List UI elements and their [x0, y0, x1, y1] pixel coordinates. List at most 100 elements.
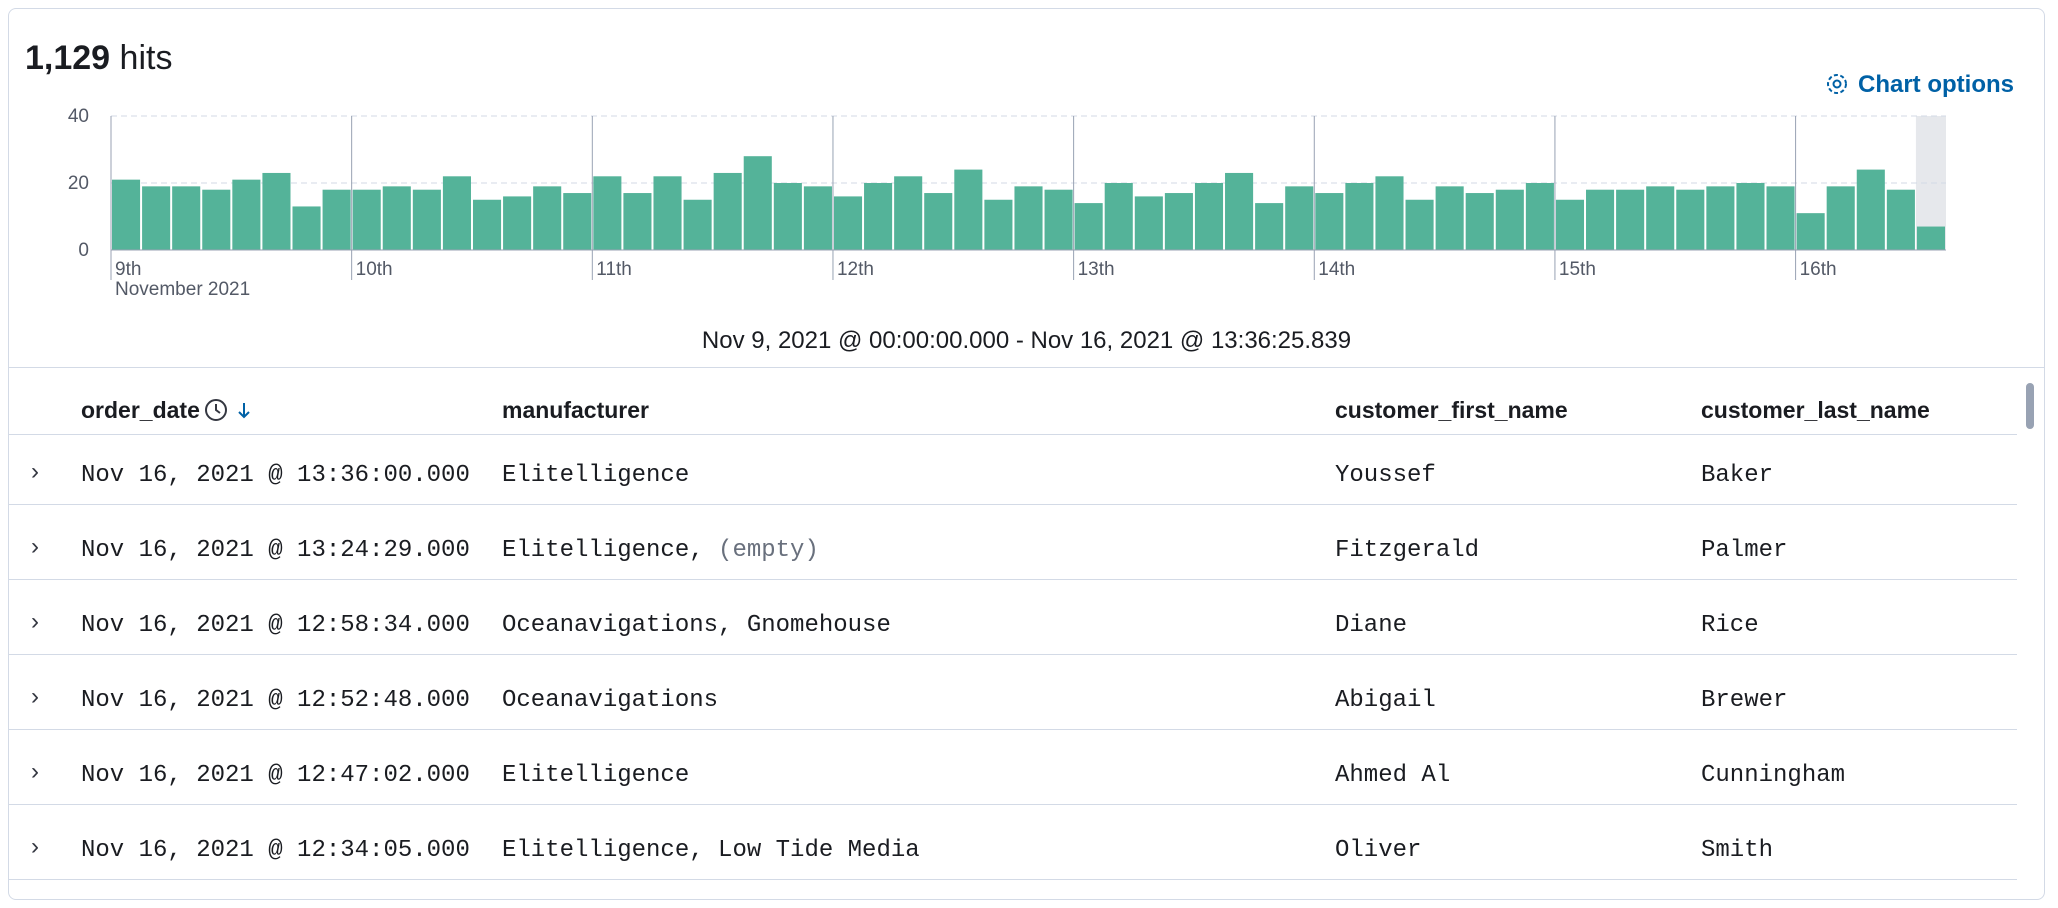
row-divider [9, 504, 2017, 505]
cell: Palmer [1701, 537, 1788, 564]
bar [713, 172, 742, 250]
bar [503, 196, 532, 250]
cell: Oliver [1335, 837, 1422, 864]
cell: Baker [1701, 462, 1774, 489]
cell: Nov 16, 2021 @ 13:24:29.000 [81, 537, 470, 564]
bar [262, 172, 291, 250]
column-header[interactable]: customer_last_name [1701, 397, 1930, 423]
bar [623, 193, 652, 250]
column-header[interactable]: manufacturer [502, 397, 649, 423]
x-tick-label: 15th [1559, 259, 1596, 280]
bar [563, 193, 592, 250]
expand-toggle[interactable]: › [31, 608, 39, 635]
x-tick-label: 13th [1078, 259, 1115, 280]
bar [954, 169, 983, 250]
expand-toggle[interactable]: › [31, 683, 39, 710]
bar [1916, 226, 1945, 250]
bar [803, 186, 832, 250]
chart-options-label[interactable]: Chart options [1858, 71, 2014, 98]
cell: Elitelligence [502, 462, 690, 489]
bar [894, 176, 923, 250]
bar [1555, 199, 1585, 250]
cell: Elitelligence [502, 762, 690, 789]
header-divider [9, 434, 2017, 435]
x-tick-label: 12th [837, 259, 874, 280]
cell: Elitelligence, Low Tide Media [502, 837, 920, 864]
sort-icons[interactable] [204, 397, 252, 423]
bar [924, 193, 953, 250]
x-tick-label: 16th [1800, 259, 1837, 280]
bar [112, 179, 141, 250]
expand-toggle[interactable]: › [31, 458, 39, 485]
cell: Fitzgerald [1335, 537, 1480, 564]
x-sublabel: November 2021 [115, 279, 250, 300]
cell: Oceanavigations [502, 687, 719, 714]
bar [1525, 183, 1554, 250]
bar [1435, 186, 1464, 250]
bar [1255, 203, 1284, 250]
row-divider [9, 804, 2017, 805]
scrollbar[interactable] [2026, 383, 2034, 429]
time-range: Nov 9, 2021 @ 00:00:00.000 - Nov 16, 202… [701, 327, 1352, 354]
expand-toggle[interactable]: › [31, 533, 39, 560]
cell: Abigail [1335, 687, 1436, 714]
cell: Smith [1701, 837, 1774, 864]
expand-toggle[interactable]: › [31, 758, 39, 785]
bar [202, 189, 231, 250]
cell: Nov 16, 2021 @ 12:34:05.000 [81, 837, 470, 864]
bar [1766, 186, 1795, 250]
bar [984, 199, 1013, 250]
y-tick-label: 40 [68, 106, 89, 127]
discover-panel: 1,129 hits Chart options 0 20 40 9th 10th 11t… [8, 8, 2045, 900]
bar [442, 176, 471, 250]
cell: Youssef [1335, 462, 1436, 489]
bar [533, 186, 562, 250]
bar [322, 189, 351, 250]
row-divider [9, 654, 2017, 655]
y-tick-label: 20 [68, 173, 89, 194]
y-tick-label: 0 [78, 240, 89, 261]
column-header[interactable]: customer_first_name [1335, 397, 1568, 423]
bar [1104, 183, 1133, 250]
bar [1796, 213, 1825, 250]
bar [1706, 186, 1735, 250]
cell: Rice [1701, 612, 1759, 639]
bar [1676, 189, 1705, 250]
bar [1586, 189, 1615, 250]
bar [683, 199, 712, 250]
bar [1345, 183, 1374, 250]
bar [1164, 193, 1193, 250]
bar [653, 176, 682, 250]
x-tick-label: 9th [115, 259, 141, 280]
bar [1285, 186, 1314, 250]
empty-value: (empty) [718, 537, 819, 564]
bar [1375, 176, 1404, 250]
bar [1074, 203, 1103, 250]
bar [1465, 193, 1494, 250]
bar [593, 176, 622, 250]
gear-icon [1827, 74, 1847, 94]
bar [1495, 189, 1524, 250]
cell: Oceanavigations, Gnomehouse [502, 612, 891, 639]
bar [412, 189, 441, 250]
bar [292, 206, 321, 250]
bar [1616, 189, 1645, 250]
bar [142, 186, 171, 250]
bar [1736, 183, 1765, 250]
column-header[interactable]: order_date [81, 397, 252, 424]
chart-options-button[interactable]: Chart options [1797, 43, 2014, 127]
hits-number: 1,129 [25, 39, 111, 77]
divider [9, 367, 2044, 368]
bar [743, 156, 772, 250]
row-divider [9, 729, 2017, 730]
bar [352, 189, 381, 250]
bar [833, 196, 863, 250]
cell: Nov 16, 2021 @ 13:36:00.000 [81, 462, 470, 489]
cell: Brewer [1701, 687, 1788, 714]
x-tick-label: 10th [356, 259, 393, 280]
bar [172, 186, 201, 250]
bar [472, 199, 502, 250]
expand-toggle[interactable]: › [31, 833, 39, 860]
hits-count: 1,129 hits [25, 39, 172, 78]
